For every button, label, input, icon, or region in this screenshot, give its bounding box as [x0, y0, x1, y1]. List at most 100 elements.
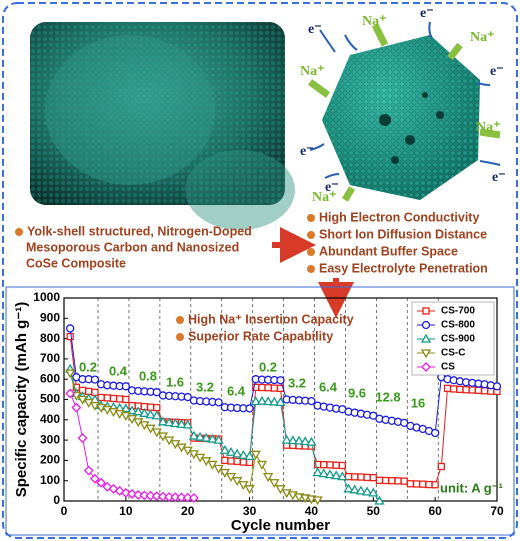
- marker: [332, 461, 340, 469]
- marker: [164, 417, 175, 427]
- marker: [120, 487, 131, 498]
- marker: [90, 375, 100, 384]
- electron-label: e⁻: [490, 64, 504, 79]
- marker: [97, 393, 105, 402]
- x-tick-label: 20: [181, 504, 195, 518]
- marker: [133, 489, 144, 500]
- feature: Abundant Buffer Space: [319, 244, 458, 258]
- marker: [183, 392, 192, 402]
- x-tick-label: 50: [367, 504, 381, 518]
- x-tick-label: 30: [243, 504, 257, 518]
- feature: Short Ion Diffusion Distance: [319, 227, 487, 241]
- marker: [151, 491, 162, 502]
- x-tick-label: 10: [119, 504, 133, 518]
- y-tick-label: 600: [40, 371, 60, 385]
- marker: [153, 403, 161, 412]
- marker: [188, 493, 199, 503]
- marker: [164, 492, 175, 502]
- marker: [170, 492, 181, 503]
- marker: [127, 488, 137, 499]
- marker: [355, 485, 367, 495]
- marker: [182, 419, 193, 429]
- marker: [256, 395, 268, 405]
- marker: [456, 385, 464, 394]
- x-tick-label: 0: [61, 504, 68, 518]
- marker: [400, 477, 408, 485]
- marker: [83, 465, 94, 476]
- marker: [431, 481, 439, 489]
- marker: [258, 383, 266, 392]
- legend-marker: [420, 333, 432, 343]
- rate-label: 9.6: [348, 385, 366, 400]
- annotation: High Na⁺ Insertion Capacity: [188, 312, 354, 326]
- feature: Easy Electrolyte Penetration: [319, 261, 488, 275]
- sem-particle: [45, 35, 215, 185]
- marker: [351, 473, 359, 481]
- marker: [343, 483, 354, 493]
- marker: [245, 458, 254, 467]
- y-tick-label: 1000: [33, 290, 60, 304]
- legend-label: CS-800: [441, 320, 475, 331]
- marker: [232, 448, 243, 458]
- rate-label: 1.6: [166, 374, 184, 389]
- marker: [326, 461, 334, 469]
- particle-texture: [322, 35, 480, 200]
- marker: [238, 450, 249, 459]
- marker: [188, 430, 200, 440]
- marker: [375, 476, 384, 484]
- marker: [374, 495, 385, 505]
- marker: [71, 402, 82, 413]
- marker: [270, 384, 278, 392]
- marker: [207, 433, 218, 443]
- rate-label: 3.2: [196, 379, 214, 394]
- y-tick-label: 200: [40, 453, 60, 467]
- marker: [269, 396, 280, 406]
- chart-frame: [5, 286, 515, 536]
- marker: [66, 332, 74, 341]
- marker: [474, 386, 483, 395]
- marker: [250, 396, 261, 406]
- marker: [368, 487, 379, 497]
- marker: [312, 467, 323, 477]
- y-tick-label: 400: [40, 412, 60, 426]
- marker: [182, 492, 193, 503]
- marker: [320, 461, 328, 469]
- marker: [157, 416, 169, 426]
- marker: [394, 477, 402, 485]
- particle-pores: [379, 92, 444, 164]
- marker: [121, 382, 131, 391]
- legend-label: CS-C: [441, 348, 465, 359]
- marker: [312, 496, 323, 506]
- marker: [318, 468, 329, 478]
- marker: [250, 450, 261, 460]
- rate-label: 0.8: [139, 368, 157, 383]
- marker: [116, 395, 124, 403]
- electron-label: e⁻: [325, 180, 339, 195]
- marker: [331, 470, 342, 480]
- marker: [363, 473, 371, 482]
- sodium-label: Na⁺: [362, 14, 387, 29]
- marker: [245, 404, 254, 413]
- y-tick-label: 0: [53, 493, 60, 507]
- marker: [201, 432, 212, 442]
- marker: [480, 387, 489, 395]
- y-tick-label: 300: [40, 432, 60, 446]
- marker: [66, 324, 75, 333]
- marker: [269, 479, 280, 489]
- legend-marker: [420, 349, 432, 359]
- marker: [77, 433, 88, 443]
- electron-label: e⁻: [420, 6, 434, 21]
- marker: [96, 477, 107, 488]
- rate-label: 0.2: [259, 359, 277, 374]
- marker: [276, 376, 285, 385]
- rate-label: 16: [411, 395, 425, 410]
- marker: [337, 471, 348, 481]
- bullet: [307, 248, 315, 256]
- y-tick-label: 900: [40, 310, 60, 324]
- electron-label: e⁻: [300, 144, 314, 159]
- marker: [369, 474, 377, 482]
- caption-line: CoSe Composite: [26, 256, 126, 270]
- electron-label: e⁻: [492, 170, 506, 185]
- rate-label: 6.4: [227, 383, 246, 398]
- marker: [293, 435, 305, 445]
